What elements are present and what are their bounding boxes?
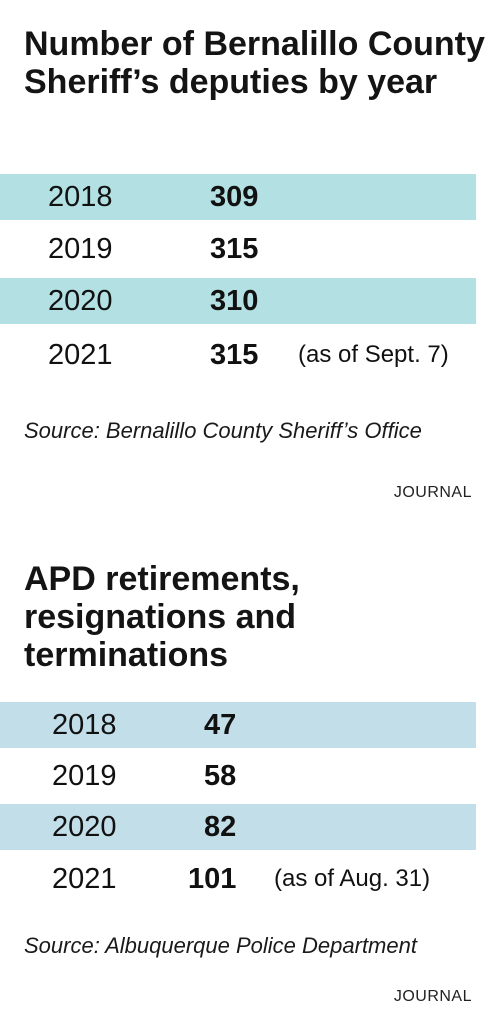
table-1-title: Number of Bernalillo County Sheriff’s de… xyxy=(24,25,485,101)
value-cell: 101 xyxy=(188,863,237,895)
value-cell: 315 xyxy=(210,233,259,265)
year-cell: 2020 xyxy=(48,285,113,317)
value-cell: 82 xyxy=(204,811,237,843)
table-2-row: 2018 47 xyxy=(0,702,476,748)
value-cell: 47 xyxy=(204,709,237,741)
table-2-row: 2020 82 xyxy=(0,804,476,850)
table-1-row: 2020 310 xyxy=(0,278,476,324)
year-cell: 2020 xyxy=(52,811,117,843)
table-2-row: 2021 101 (as of Aug. 31) xyxy=(0,856,476,902)
year-cell: 2021 xyxy=(52,863,117,895)
table-1-row: 2019 315 xyxy=(0,226,476,272)
value-cell: 310 xyxy=(210,285,259,317)
year-cell: 2019 xyxy=(52,760,117,792)
value-cell: 309 xyxy=(210,181,259,213)
table-1-source: Source: Bernalillo County Sheriff’s Offi… xyxy=(24,418,422,443)
table-1-row: 2021 315 (as of Sept. 7) xyxy=(0,332,476,378)
year-cell: 2018 xyxy=(52,709,117,741)
table-2-title: APD retirements, resignations and termin… xyxy=(24,560,300,674)
value-cell: 58 xyxy=(204,760,237,792)
year-cell: 2019 xyxy=(48,233,113,265)
table-1-row: 2018 309 xyxy=(0,174,476,220)
note-cell: (as of Aug. 31) xyxy=(274,865,431,892)
value-cell: 315 xyxy=(210,339,259,371)
year-cell: 2021 xyxy=(48,339,113,371)
table-2-source: Source: Albuquerque Police Department xyxy=(24,933,417,958)
table-2-credit: JOURNAL xyxy=(393,988,472,1005)
year-cell: 2018 xyxy=(48,181,113,213)
table-1-credit: JOURNAL xyxy=(393,484,472,501)
table-2-row: 2019 58 xyxy=(0,753,476,799)
note-cell: (as of Sept. 7) xyxy=(298,341,449,368)
